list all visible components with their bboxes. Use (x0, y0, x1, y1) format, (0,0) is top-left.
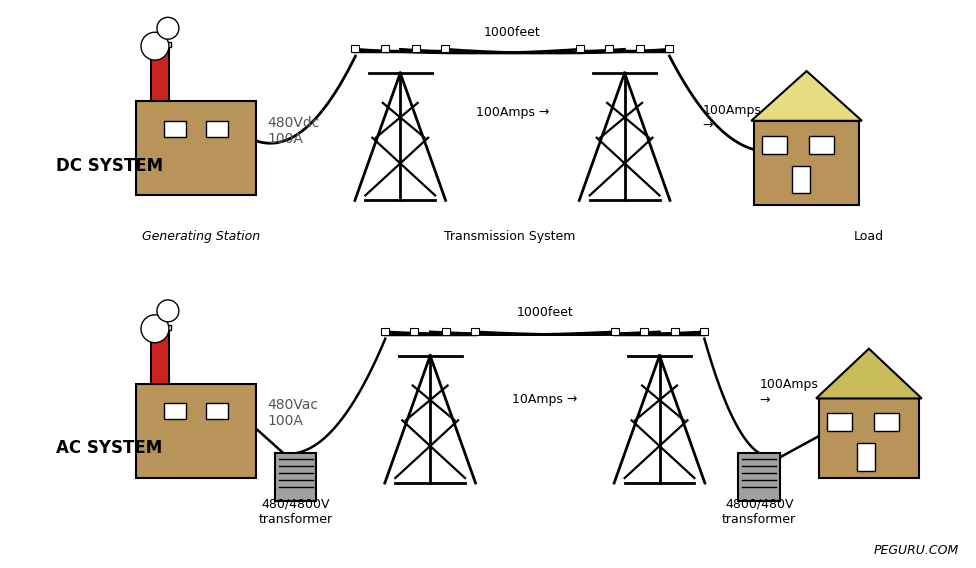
Bar (149, 325, 171, 330)
Bar (411, 328, 419, 335)
Text: 10Amps →: 10Amps → (512, 394, 578, 407)
Bar (701, 328, 709, 335)
Text: 100Amps
→: 100Amps → (759, 378, 818, 407)
Bar (809, 136, 834, 153)
Bar (576, 45, 584, 52)
Text: PEGURU.COM: PEGURU.COM (874, 544, 958, 557)
Bar (206, 121, 227, 137)
Bar (666, 45, 673, 52)
Text: 100Amps →: 100Amps → (475, 106, 549, 119)
Bar (640, 328, 648, 335)
Polygon shape (752, 71, 862, 121)
Text: AC SYSTEM: AC SYSTEM (57, 439, 162, 457)
Text: 1000feet: 1000feet (516, 306, 573, 319)
Circle shape (141, 315, 169, 343)
Text: 480Vdc
100A: 480Vdc 100A (267, 116, 320, 146)
Bar (611, 328, 619, 335)
Text: DC SYSTEM: DC SYSTEM (57, 157, 163, 174)
Circle shape (157, 17, 179, 39)
Bar (605, 45, 613, 52)
Bar (827, 414, 852, 431)
Text: Transmission System: Transmission System (444, 230, 576, 243)
Text: 100Amps
→: 100Amps → (703, 104, 761, 132)
Bar (351, 45, 359, 52)
Bar (441, 45, 449, 52)
Bar (636, 45, 644, 52)
Bar (149, 42, 171, 47)
Bar (671, 328, 679, 335)
Bar (151, 46, 169, 101)
Bar (442, 328, 450, 335)
Text: 480/4800V
transformer: 480/4800V transformer (259, 498, 333, 526)
Bar (274, 453, 316, 501)
Bar (762, 136, 788, 153)
Circle shape (141, 32, 169, 60)
Polygon shape (816, 349, 921, 398)
Bar (471, 328, 479, 335)
Bar (857, 443, 874, 471)
Text: Load: Load (854, 230, 884, 243)
Bar (164, 121, 185, 137)
Bar (136, 101, 256, 195)
Bar (136, 383, 256, 478)
Text: 1000feet: 1000feet (484, 26, 541, 39)
Bar (874, 414, 899, 431)
Bar (164, 403, 185, 419)
Bar (754, 121, 859, 206)
Bar (793, 166, 810, 194)
Bar (412, 45, 420, 52)
Bar (151, 329, 169, 383)
Bar (819, 398, 918, 478)
Text: Generating Station: Generating Station (142, 230, 260, 243)
Circle shape (157, 300, 179, 322)
Bar (738, 453, 780, 501)
Bar (381, 45, 388, 52)
Text: 480Vac
100A: 480Vac 100A (267, 398, 318, 428)
Bar (382, 328, 389, 335)
Text: 4800/480V
transformer: 4800/480V transformer (722, 498, 796, 526)
Bar (206, 403, 227, 419)
